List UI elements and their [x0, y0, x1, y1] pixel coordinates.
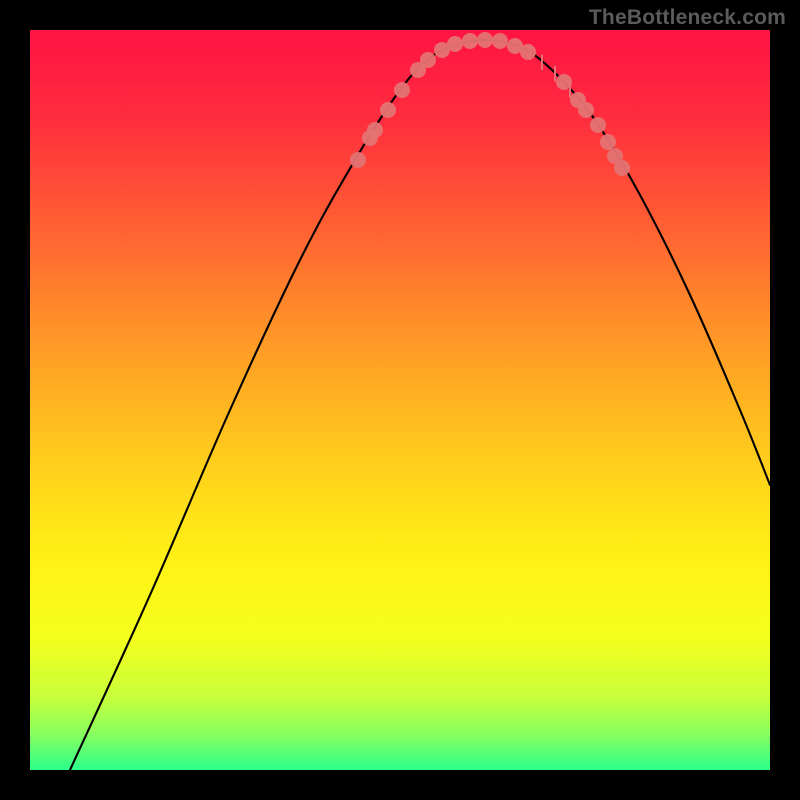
curve-marker: [600, 134, 616, 150]
curve-marker: [590, 117, 606, 133]
curve-marker: [578, 102, 594, 118]
curve-marker: [556, 74, 572, 90]
chart-background: [30, 30, 770, 770]
curve-marker: [380, 102, 396, 118]
bottleneck-curve-chart: [0, 0, 800, 800]
watermark-label: TheBottleneck.com: [589, 6, 786, 30]
curve-marker: [492, 33, 508, 49]
curve-marker: [350, 152, 366, 168]
curve-marker: [477, 32, 493, 48]
curve-marker: [520, 44, 536, 60]
curve-marker: [447, 36, 463, 52]
curve-marker: [394, 82, 410, 98]
chart-frame: TheBottleneck.com: [0, 0, 800, 800]
curve-marker: [614, 160, 630, 176]
curve-marker: [367, 122, 383, 138]
curve-marker: [462, 33, 478, 49]
curve-marker: [420, 52, 436, 68]
